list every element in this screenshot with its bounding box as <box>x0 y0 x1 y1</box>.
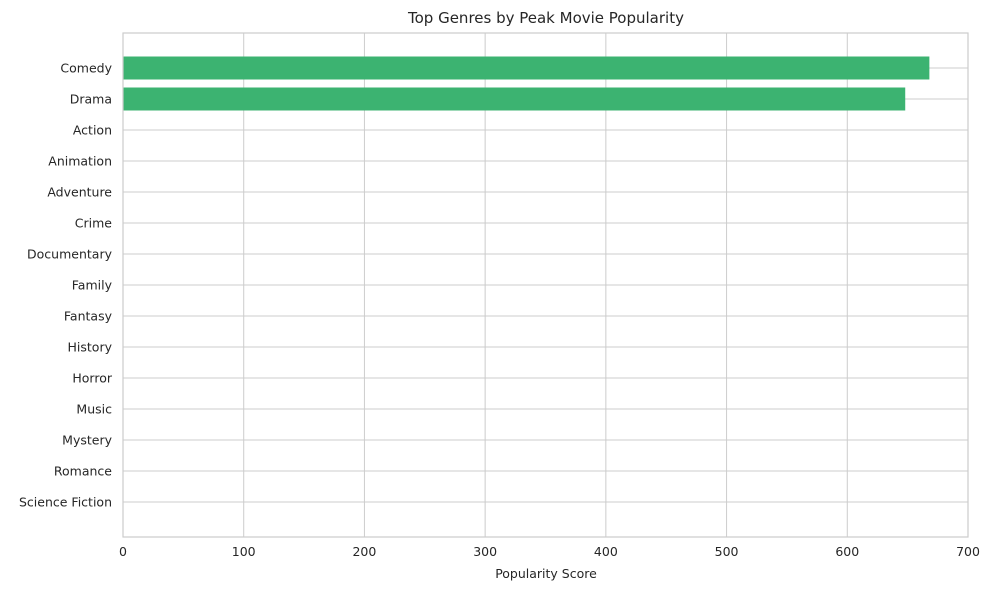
y-tick-label: Family <box>72 278 113 293</box>
y-tick-label: Comedy <box>60 61 112 76</box>
y-tick-label: Action <box>73 123 112 138</box>
bars-layer <box>123 56 930 111</box>
x-tick-label: 600 <box>835 544 859 559</box>
y-tick-label: Horror <box>72 371 112 386</box>
y-tick-label: Crime <box>75 216 113 231</box>
y-tick-labels: Comedy Drama Action Animation Adventure Crime… <box>19 61 113 510</box>
chart-title: Top Genres by Peak Movie Popularity <box>407 9 684 27</box>
y-tick-label: Music <box>76 402 112 417</box>
y-tick-label: Documentary <box>27 247 113 262</box>
x-tick-label: 100 <box>232 544 256 559</box>
y-tick-label: Mystery <box>62 433 112 448</box>
x-tick-label: 0 <box>119 544 127 559</box>
x-tick-labels: 0 100 200 300 400 500 600 700 <box>119 544 980 559</box>
x-tick-label: 400 <box>594 544 618 559</box>
x-tick-label: 300 <box>473 544 497 559</box>
bar-comedy <box>123 56 930 80</box>
x-tick-label: 200 <box>352 544 376 559</box>
x-tick-label: 700 <box>956 544 980 559</box>
y-tick-label: Science Fiction <box>19 495 112 510</box>
plot-frame <box>122 32 969 538</box>
y-tick-label: Fantasy <box>64 309 113 324</box>
y-tick-label: Romance <box>54 464 112 479</box>
y-tick-label: Animation <box>48 154 112 169</box>
x-tick-label: 500 <box>715 544 739 559</box>
bar-drama <box>123 87 906 111</box>
y-tick-label: Drama <box>70 92 112 107</box>
y-tick-label: Adventure <box>47 185 112 200</box>
x-axis-label: Popularity Score <box>495 566 597 581</box>
y-tick-label: History <box>68 340 113 355</box>
grid-layer <box>122 33 969 537</box>
